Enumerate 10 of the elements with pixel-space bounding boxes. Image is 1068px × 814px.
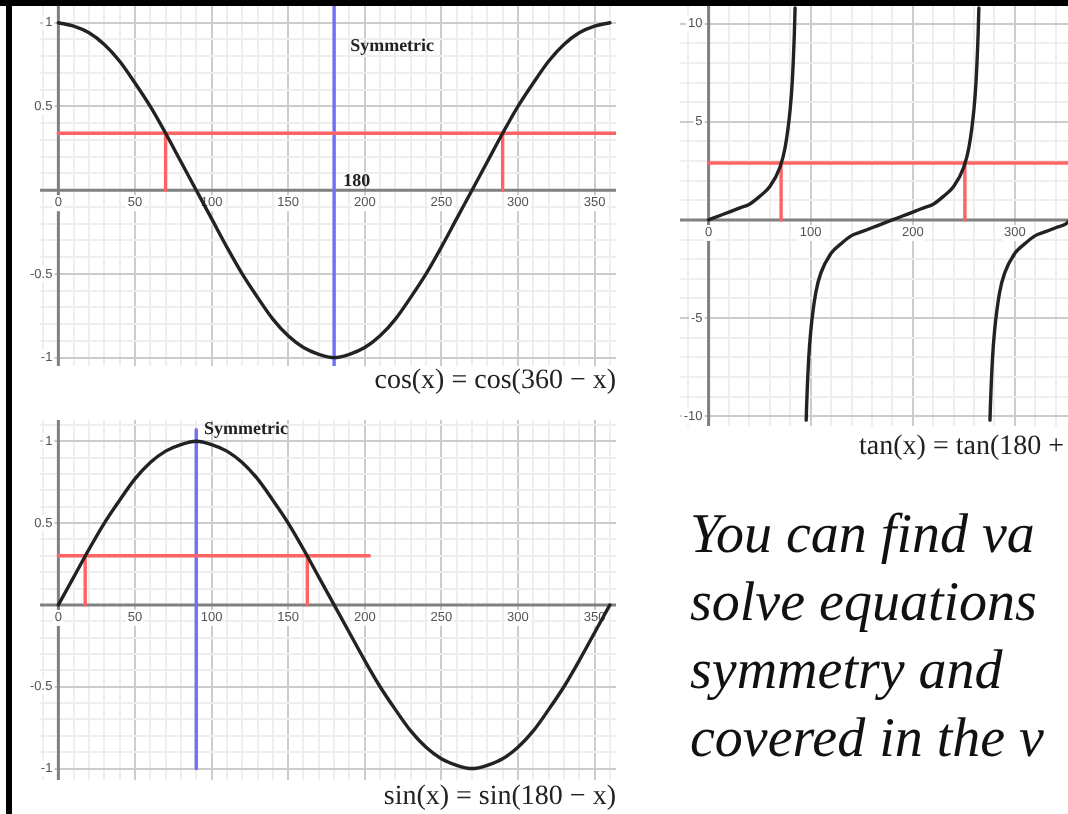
text: symmetry and [690,638,1005,706]
ref-line-label: Symmetric [350,34,435,55]
text: You can find va [690,502,1037,570]
annotation: Symmetric [203,417,288,438]
text: covered in the v [690,706,1044,774]
text: tan(x) = tan(180 + [857,432,1064,464]
annotation: 180 [343,169,372,190]
text: solve equations [690,570,1039,638]
text: cos(x) = cos(360 − x) [372,366,616,398]
text: sin(x) = sin(180 − x) [381,782,616,814]
